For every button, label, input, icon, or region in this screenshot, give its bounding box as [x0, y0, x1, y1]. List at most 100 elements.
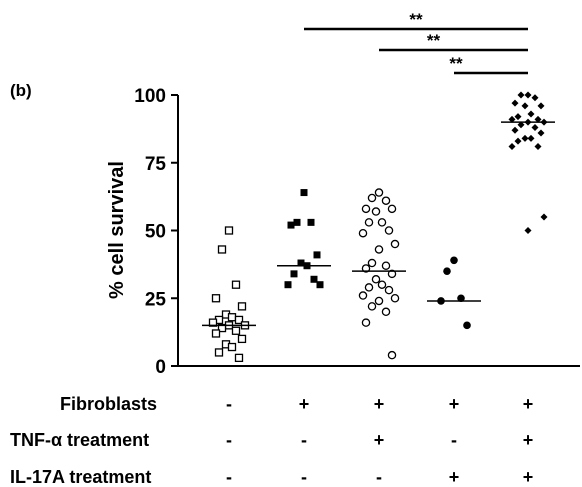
data-point [384, 226, 394, 235]
data-point [293, 218, 301, 226]
data-point [237, 302, 247, 311]
data-point [521, 134, 529, 142]
data-point [508, 142, 516, 150]
panel-label: (b) [10, 81, 32, 100]
data-point [531, 124, 539, 132]
data-point [387, 204, 397, 214]
condition-sign: - [226, 394, 232, 414]
data-point [527, 110, 535, 118]
data-point [371, 275, 381, 284]
condition-sign: - [226, 467, 232, 487]
data-point [224, 226, 234, 235]
condition-row-label: IL-17A treatment [10, 467, 151, 487]
data-point [521, 102, 529, 110]
data-point [237, 334, 247, 344]
data-point [374, 296, 384, 306]
condition-sign: - [301, 430, 307, 450]
data-point [387, 269, 397, 279]
data-point [290, 270, 298, 278]
data-point [384, 285, 394, 295]
data-point [367, 193, 377, 203]
condition-sign: + [374, 394, 385, 414]
y-axis-title: % cell survival [106, 161, 128, 299]
data-point [374, 188, 384, 197]
data-point [443, 267, 451, 275]
significance-label: ** [409, 10, 423, 29]
data-point [358, 291, 368, 300]
data-point [367, 302, 377, 311]
data-point [313, 251, 321, 259]
condition-sign: + [374, 430, 385, 450]
condition-sign: - [226, 430, 232, 450]
data-point [390, 293, 400, 303]
data-point [381, 307, 391, 317]
y-tick-label: 25 [145, 289, 167, 310]
data-point [514, 113, 522, 121]
data-point [234, 315, 244, 325]
axes: 0 25 50 75 100 [134, 86, 580, 378]
data-point [211, 329, 221, 338]
condition-sign: - [451, 430, 457, 450]
condition-sign: + [299, 394, 310, 414]
data-point [534, 142, 542, 150]
data-point [227, 342, 237, 352]
data-point [377, 280, 387, 289]
data-point [514, 137, 522, 145]
data-point [524, 91, 532, 99]
data-point [234, 353, 244, 363]
condition-row-label: Fibroblasts [60, 394, 157, 414]
data-point [297, 259, 305, 267]
data-point [316, 281, 324, 289]
data-point [374, 245, 384, 254]
data-point [537, 102, 545, 110]
data-point [450, 256, 458, 265]
data-point [387, 350, 397, 360]
data-point [508, 115, 516, 123]
condition-sign: + [523, 430, 534, 450]
data-point [284, 281, 292, 289]
condition-sign: + [449, 394, 460, 414]
condition-row-label: TNF-α treatment [10, 430, 149, 450]
data-point [364, 218, 374, 227]
data-point [517, 91, 525, 99]
data-point [217, 323, 227, 333]
condition-sign: + [523, 394, 534, 414]
data-point [231, 326, 241, 335]
data-point [527, 134, 535, 142]
data-point [361, 318, 371, 327]
data-point [524, 227, 532, 234]
condition-sign: - [301, 467, 307, 487]
condition-sign: - [376, 467, 382, 487]
data-point [300, 189, 308, 197]
data-point [287, 221, 295, 229]
data-point [208, 318, 218, 327]
y-tick-label: 75 [145, 154, 167, 175]
y-tick-label: 0 [155, 357, 166, 378]
data-points [208, 91, 548, 363]
data-point [211, 294, 221, 303]
data-point [217, 245, 227, 254]
data-point [381, 196, 391, 205]
data-point [463, 321, 471, 330]
data-point [214, 348, 224, 357]
data-point [540, 213, 548, 221]
condition-table: Fibroblasts - + + + + TNF-α treatment - - + - + IL-1… [10, 394, 533, 487]
data-point [371, 207, 381, 216]
data-point [377, 218, 387, 227]
data-point [511, 99, 519, 107]
data-point [307, 218, 315, 226]
median-lines [202, 121, 555, 327]
data-point [364, 283, 374, 292]
significance-label: ** [449, 54, 463, 73]
data-point [517, 121, 525, 129]
data-point [358, 228, 368, 238]
condition-sign: + [449, 467, 460, 487]
y-tick-label: 50 [145, 222, 166, 243]
data-point [367, 258, 377, 268]
data-point [231, 280, 241, 289]
data-point [227, 313, 237, 322]
data-point [534, 115, 542, 123]
data-point [390, 239, 400, 249]
data-point [457, 294, 465, 303]
